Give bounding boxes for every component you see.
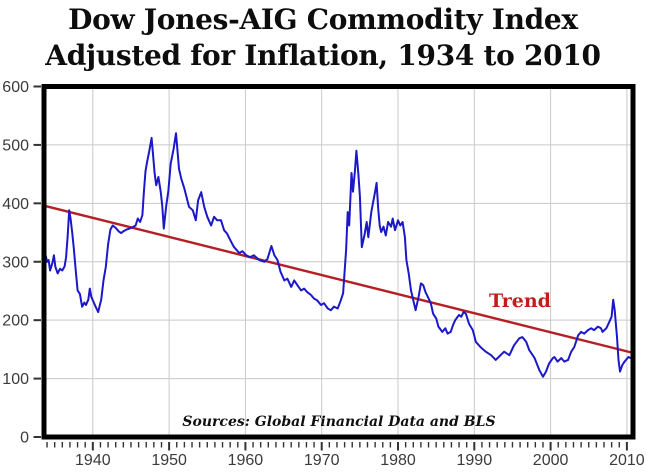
y-tick-label: 300 — [2, 254, 29, 271]
y-tick-label: 0 — [20, 430, 29, 447]
y-tick-label: 400 — [2, 196, 29, 213]
source-note: Sources: Global Financial Data and BLS — [182, 414, 496, 430]
y-tick-label: 500 — [2, 137, 29, 154]
x-tick-label: 1960 — [228, 452, 264, 469]
trend-line — [43, 204, 634, 355]
trend-line-label: Trend — [489, 290, 551, 312]
x-tick-label: 2010 — [609, 452, 645, 469]
y-tick-label: 100 — [2, 371, 29, 388]
plot-border — [41, 84, 636, 440]
commodity-index-line — [43, 132, 632, 378]
x-tick-label: 1970 — [304, 452, 340, 469]
y-tick-label: 200 — [2, 313, 29, 330]
x-tick-label: 1940 — [75, 452, 111, 469]
chart-title: Dow Jones-AIG Commodity Index Adjusted f… — [0, 2, 646, 74]
chart-title-line-1: Dow Jones-AIG Commodity Index — [68, 3, 578, 36]
y-tick-label: 600 — [2, 79, 29, 96]
x-tick-label: 1950 — [151, 452, 187, 469]
chart-title-line-2: Adjusted for Inflation, 1934 to 2010 — [45, 39, 601, 72]
x-tick-label: 2000 — [533, 452, 569, 469]
x-tick-label: 1980 — [380, 452, 416, 469]
x-tick-label: 1990 — [457, 452, 493, 469]
